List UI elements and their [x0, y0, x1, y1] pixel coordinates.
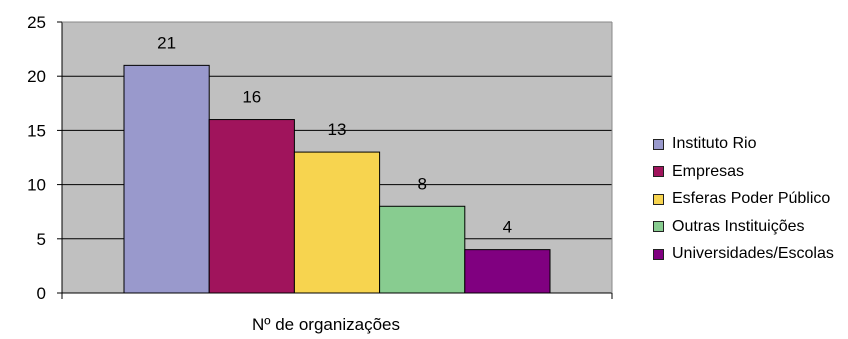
- y-axis-ticks: 0 5 10 15 20 25: [27, 13, 62, 303]
- y-tick-label: 25: [27, 13, 46, 32]
- y-tick-label: 10: [27, 176, 46, 195]
- bar: [464, 249, 551, 294]
- y-tick-label: 5: [37, 230, 46, 249]
- bar: [123, 64, 210, 294]
- legend-item: Esferas Poder Público: [653, 190, 848, 208]
- data-label: 8: [417, 174, 426, 193]
- legend-label: Instituto Rio: [672, 135, 757, 152]
- legend-swatch: [653, 166, 664, 177]
- legend-item: Outras Instituições: [653, 218, 848, 236]
- y-tick-label: 15: [27, 121, 46, 140]
- data-label: 21: [157, 33, 176, 52]
- x-axis-label: Nº de organizações: [252, 315, 400, 334]
- legend-label: Universidades/Escolas: [672, 245, 834, 262]
- legend-swatch: [653, 193, 664, 205]
- data-labels: 21 16 13 8 4: [157, 33, 512, 236]
- bar: [293, 151, 381, 294]
- legend-label: Outras Instituições: [672, 217, 805, 235]
- legend-swatch: [653, 138, 664, 150]
- legend-label: Esferas Poder Público: [672, 190, 831, 207]
- data-label: 16: [242, 88, 261, 107]
- data-label: 13: [328, 120, 347, 139]
- data-label: 4: [503, 218, 512, 237]
- axes: [57, 21, 613, 299]
- legend-label: Empresas: [672, 162, 745, 180]
- y-tick-label: 0: [37, 284, 46, 303]
- y-tick-label: 20: [27, 67, 46, 86]
- legend-item: Universidades/Escolas: [653, 245, 848, 263]
- legend-swatch: [653, 248, 664, 260]
- legend-item: Instituto Rio: [653, 135, 848, 153]
- bar: [379, 205, 466, 294]
- bars: [123, 64, 551, 294]
- legend: Instituto Rio Empresas Esferas Poder Públi…: [653, 135, 848, 273]
- legend-item: Empresas: [653, 163, 848, 181]
- legend-swatch: [653, 221, 664, 232]
- bar: [208, 119, 295, 294]
